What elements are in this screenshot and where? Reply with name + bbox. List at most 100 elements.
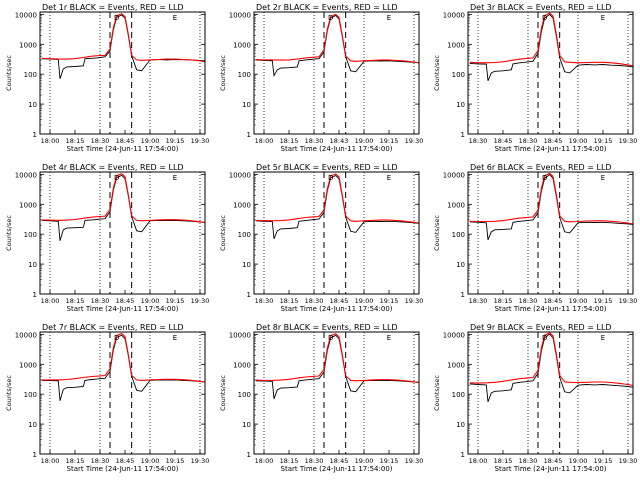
y-tick-label: 100 xyxy=(238,391,251,399)
x-tick-label: 19:15 xyxy=(166,457,185,465)
marker-label: E xyxy=(173,14,177,22)
marker-label: E xyxy=(387,174,391,182)
panel-title: Det 6r BLACK = Events, RED = LLD xyxy=(470,163,612,172)
x-tick-label: 18:30 xyxy=(255,297,274,305)
detector-panel-2: Det 2r BLACK = Events, RED = LLD D E 1 10 100… xyxy=(219,3,423,153)
plot-frame xyxy=(467,171,634,295)
y-tick-label: 10000 xyxy=(15,11,37,19)
lld-series-line xyxy=(469,172,634,225)
y-tick-label: 100 xyxy=(238,231,251,239)
lld-series-line xyxy=(469,12,634,67)
y-tick-label: 1 xyxy=(33,131,37,139)
detector-panel-7: Det 7r BLACK = Events, RED = LLD D E 1 10 100… xyxy=(5,323,209,473)
x-tick-label: 18:43 xyxy=(330,137,349,145)
x-tick-label: 19:30 xyxy=(191,457,210,465)
x-tick-label: 18:45 xyxy=(494,137,513,145)
x-tick-label: 18:30 xyxy=(91,457,110,465)
x-tick-label: 19:15 xyxy=(594,137,613,145)
x-tick-label: 19:00 xyxy=(141,457,160,465)
y-tick-label: 10 xyxy=(456,421,465,429)
y-tick-label: 10000 xyxy=(15,171,37,179)
y-axis-label: Counts/sec xyxy=(5,375,13,411)
y-tick-label: 100 xyxy=(24,231,37,239)
x-tick-label: 19:15 xyxy=(594,457,613,465)
detector-panel-1: Det 1r BLACK = Events, RED = LLD D E 1 10 100… xyxy=(5,3,209,153)
panel-title: Det 4r BLACK = Events, RED = LLD xyxy=(42,163,184,172)
x-tick-label: 19:30 xyxy=(191,297,210,305)
x-tick-label: 18:30 xyxy=(91,137,110,145)
marker-label: E xyxy=(387,334,391,342)
plot-frame xyxy=(467,331,634,455)
marker-label: D xyxy=(328,174,333,182)
x-tick-label: 19:00 xyxy=(355,297,374,305)
x-axis-label: Start Time (24-Jun-11 17:54:00) xyxy=(281,305,393,313)
x-tick-label: 19:00 xyxy=(141,297,160,305)
y-tick-label: 10000 xyxy=(443,331,465,339)
x-tick-label: 18:30 xyxy=(469,297,488,305)
events-series-line xyxy=(469,333,634,403)
x-tick-label: 18:30 xyxy=(519,297,538,305)
x-tick-label: 19:15 xyxy=(380,457,399,465)
x-tick-label: 18:30 xyxy=(519,457,538,465)
x-axis-label: Start Time (24-Jun-11 17:54:00) xyxy=(67,305,179,313)
marker-label: D xyxy=(542,334,547,342)
y-tick-label: 10 xyxy=(456,101,465,109)
x-tick-label: 19:15 xyxy=(166,137,185,145)
marker-label: D xyxy=(542,174,547,182)
events-series-line xyxy=(255,334,420,399)
x-tick-label: 18:15 xyxy=(66,457,85,465)
y-tick-label: 10000 xyxy=(229,171,251,179)
panel-title: Det 8r BLACK = Events, RED = LLD xyxy=(256,323,398,332)
events-series-line xyxy=(41,14,206,79)
marker-label: D xyxy=(328,334,333,342)
y-tick-label: 1000 xyxy=(19,201,37,209)
y-tick-label: 1000 xyxy=(233,201,251,209)
x-tick-label: 19:00 xyxy=(355,457,374,465)
x-tick-label: 19:30 xyxy=(405,457,424,465)
x-tick-label: 19:15 xyxy=(380,137,399,145)
y-tick-label: 1 xyxy=(33,291,37,299)
x-tick-label: 18:30 xyxy=(305,457,324,465)
x-tick-label: 18:45 xyxy=(116,457,135,465)
y-tick-label: 100 xyxy=(452,391,465,399)
y-tick-label: 1 xyxy=(461,131,465,139)
x-tick-label: 19:00 xyxy=(569,137,588,145)
y-tick-label: 1 xyxy=(247,451,251,459)
x-tick-label: 18:30 xyxy=(519,137,538,145)
x-tick-label: 18:30 xyxy=(91,297,110,305)
x-tick-label: 18:15 xyxy=(494,457,513,465)
y-tick-label: 10 xyxy=(28,101,37,109)
x-tick-label: 19:30 xyxy=(191,137,210,145)
marker-label: D xyxy=(114,174,119,182)
plot-frame xyxy=(39,331,206,455)
y-axis-label: Counts/sec xyxy=(433,375,441,411)
y-axis-label: Counts/sec xyxy=(219,55,227,91)
y-axis-label: Counts/sec xyxy=(433,215,441,251)
y-tick-label: 1000 xyxy=(447,361,465,369)
y-axis-label: Counts/sec xyxy=(219,375,227,411)
y-tick-label: 10 xyxy=(28,421,37,429)
marker-label: E xyxy=(601,334,605,342)
detector-panel-9: Det 9r BLACK = Events, RED = LLD D E 1 10 100… xyxy=(433,323,637,473)
y-tick-label: 1000 xyxy=(233,41,251,49)
x-tick-label: 18:30 xyxy=(469,137,488,145)
marker-label: D xyxy=(542,14,547,22)
x-tick-label: 18:15 xyxy=(280,297,299,305)
y-tick-label: 100 xyxy=(24,391,37,399)
x-tick-label: 18:30 xyxy=(305,297,324,305)
x-tick-label: 19:00 xyxy=(569,297,588,305)
x-tick-label: 18:45 xyxy=(544,297,563,305)
plot-frame xyxy=(39,171,206,295)
events-series-line xyxy=(41,334,206,401)
plot-frame xyxy=(467,11,634,135)
x-axis-label: Start Time (24-Jun-11 17:54:00) xyxy=(281,145,393,153)
y-tick-label: 100 xyxy=(24,71,37,79)
x-tick-label: 19:15 xyxy=(594,297,613,305)
detector-panel-3: Det 3r BLACK = Events, RED = LLD D E 1 10 100… xyxy=(433,3,637,153)
detector-panel-4: Det 4r BLACK = Events, RED = LLD D E 1 10 100… xyxy=(5,163,209,313)
y-axis-label: Counts/sec xyxy=(433,55,441,91)
y-axis-label: Counts/sec xyxy=(5,55,13,91)
y-axis-label: Counts/sec xyxy=(5,215,13,251)
x-tick-label: 18:00 xyxy=(41,137,60,145)
